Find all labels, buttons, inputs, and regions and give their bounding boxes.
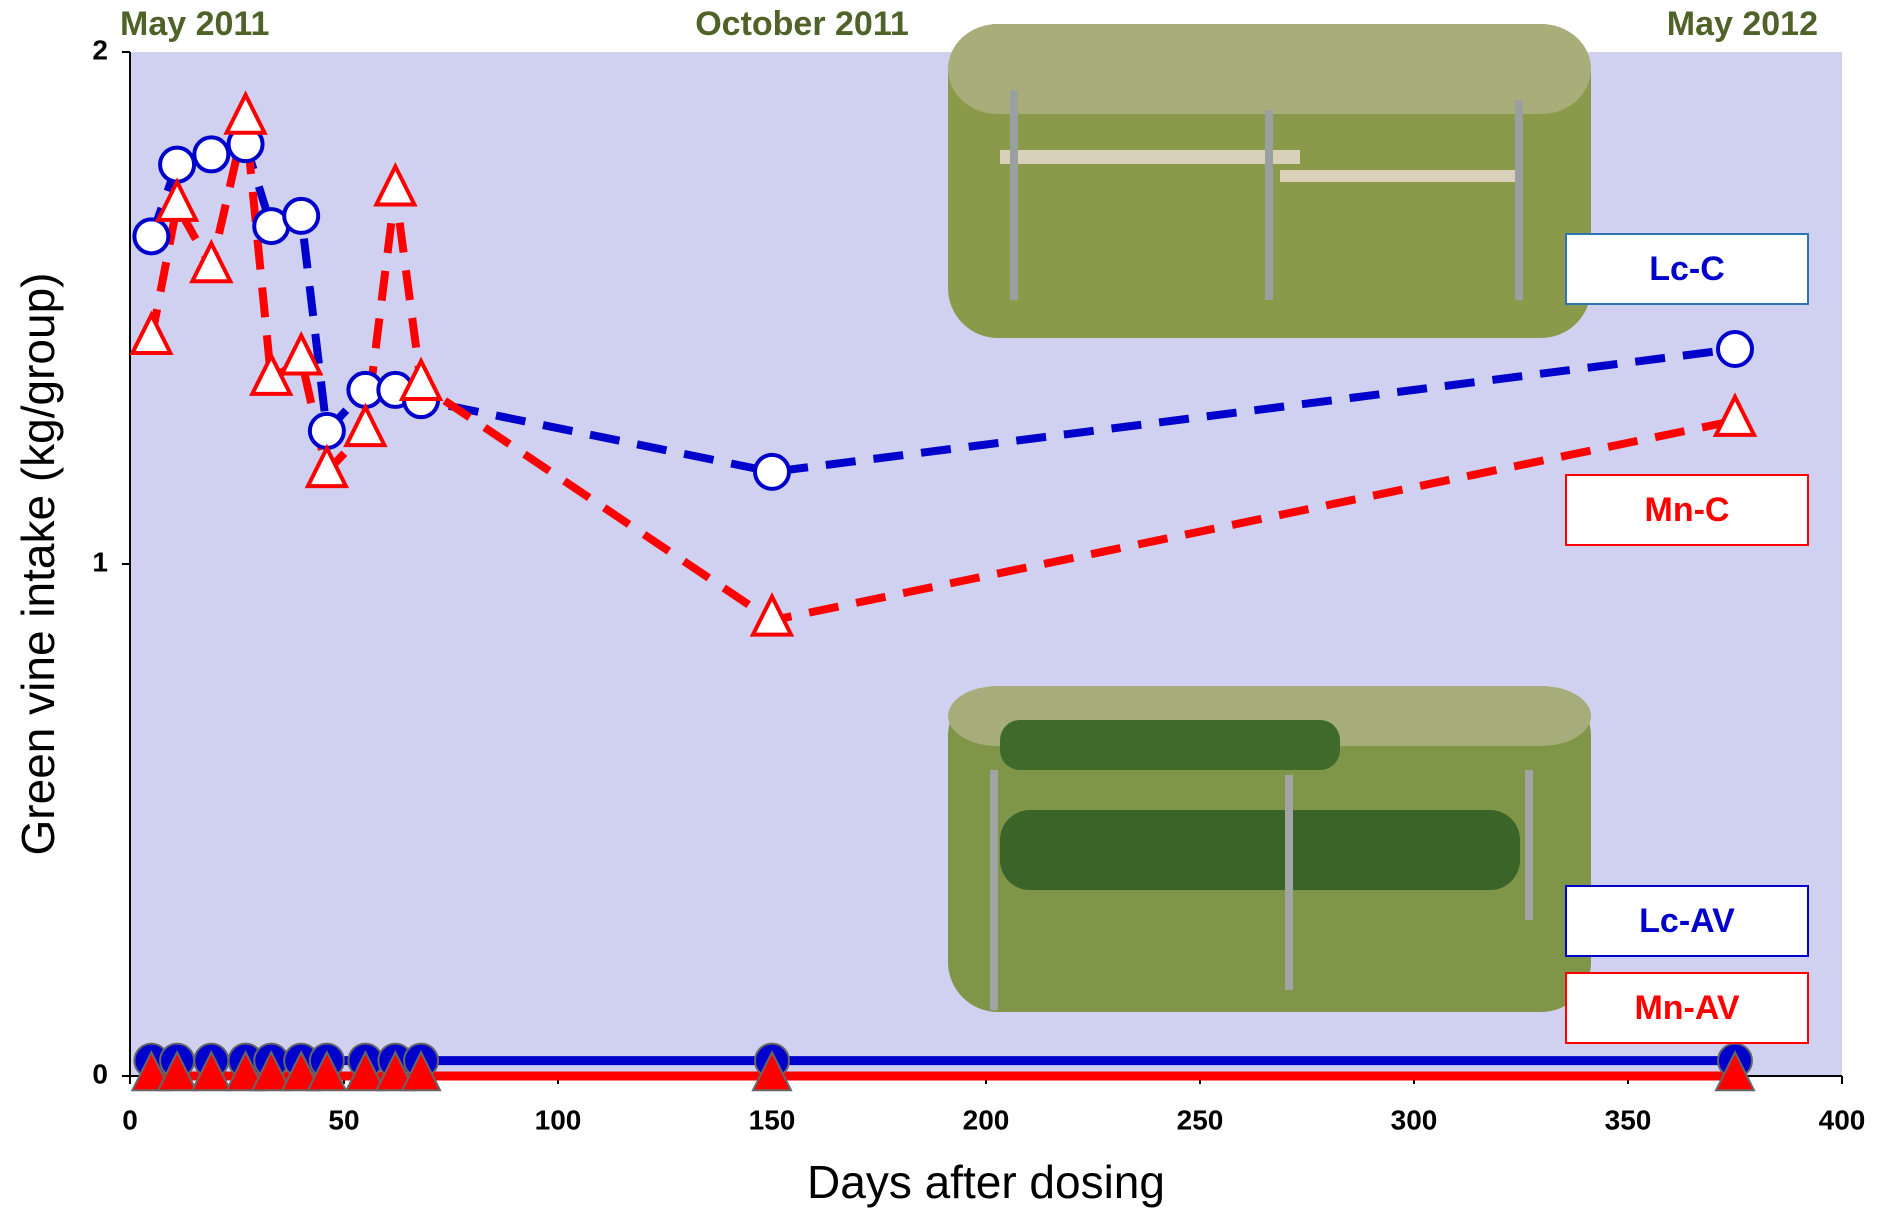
legend-label: Lc-C [1649,250,1725,288]
x-tick-label: 200 [963,1104,1010,1135]
data-point [134,219,168,253]
data-point [1718,332,1752,366]
photo [948,686,1591,1012]
x-tick-label: 50 [328,1104,359,1135]
annotation: May 2012 [1667,5,1818,43]
x-tick-label: 300 [1391,1104,1438,1135]
x-tick-label: 0 [122,1104,138,1135]
y-axis-title: Green vine intake (kg/group) [12,273,64,856]
x-tick-label: 250 [1177,1104,1224,1135]
legend-item: Lc-AV [1566,886,1808,956]
legend-label: Mn-AV [1634,989,1739,1027]
y-tick-label: 2 [92,34,108,65]
data-point [284,199,318,233]
data-point [310,414,344,448]
y-tick-label: 0 [92,1058,108,1089]
chart: Days after dosing Green vine intake (kg/… [0,0,1881,1212]
x-tick-label: 350 [1605,1104,1652,1135]
photo [948,24,1591,338]
legend-item: Mn-C [1566,475,1808,545]
legend-item: Mn-AV [1566,973,1808,1043]
x-tick-label: 400 [1819,1104,1866,1135]
x-tick-label: 100 [535,1104,582,1135]
data-point [194,137,228,171]
legend-item: Lc-C [1566,234,1808,304]
data-point [755,455,789,489]
x-axis-title: Days after dosing [807,1156,1165,1208]
legend-label: Lc-AV [1639,902,1735,940]
legend-label: Mn-C [1645,491,1730,529]
annotation: May 2011 [120,5,269,43]
x-tick-label: 150 [749,1104,796,1135]
annotation: October 2011 [695,5,909,43]
data-point [160,148,194,182]
y-tick-label: 1 [92,546,108,577]
